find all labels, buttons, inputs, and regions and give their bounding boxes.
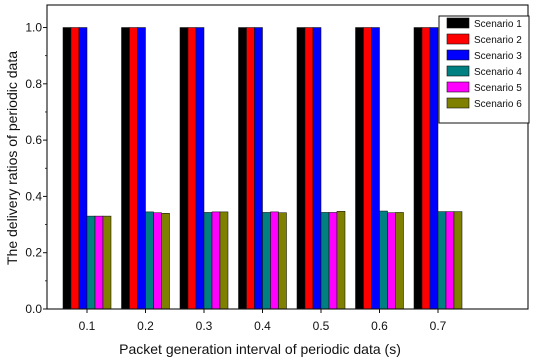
y-axis-label: The delivery ratios of periodic data [4,51,20,265]
legend-swatch-6 [446,97,470,109]
bars-layer [62,27,463,310]
bar-1-0.1 [62,27,72,310]
bar-2-0.3 [187,27,197,310]
axes-layer: 0.1 0.2 0.3 0.4 0.5 0.6 0.7 0.0 0.2 0.4 0.6 0.8 1.0 [25,4,529,333]
bar-3-0.2 [137,27,146,310]
legend-swatch-4 [446,65,470,77]
bar-1-0.5 [296,27,306,310]
legend-swatch-5 [446,81,470,93]
bar-5-0.4 [270,211,279,310]
bar-3-0.3 [195,27,205,310]
bar-5-0.1 [94,215,104,310]
bar-3-0.7 [429,27,439,310]
bar-3-0.4 [254,27,263,310]
bar-6-0.2 [161,213,170,310]
x-tick-label-0.7: 0.7 [430,319,447,333]
bar-6-0.3 [219,211,229,310]
bar-1-0.6 [355,27,364,310]
y-tick-label-0.4: 0.4 [25,189,42,203]
bar-5-0.3 [211,211,221,310]
bar-1-0.7 [413,27,423,310]
bar-4-0.1 [86,215,96,310]
y-tick-label-0.0: 0.0 [25,302,42,316]
bar-2-0.2 [129,27,138,310]
x-tick-label-0.5: 0.5 [313,319,330,333]
y-tick-label-0.6: 0.6 [25,133,42,147]
bar-6-0.5 [336,211,346,310]
legend: Scenario 1 Scenario 2 Scenario 3 Scenario 4… [438,15,530,124]
legend-label-2: Scenario 2 [474,35,522,46]
x-tick-label-0.6: 0.6 [371,319,388,333]
bar-2-0.5 [304,27,314,310]
bar-5-0.2 [153,212,162,310]
bar-4-0.5 [320,212,330,310]
legend-swatch-2 [446,33,470,45]
legend-label-6: Scenario 6 [474,99,522,110]
x-axis-label: Packet generation interval of periodic d… [119,341,401,357]
y-tick-label-0.8: 0.8 [25,77,42,91]
bar-6-0.4 [278,212,287,310]
bar-2-0.1 [70,27,80,310]
bar-6-0.6 [395,212,404,310]
bar-1-0.3 [179,27,189,310]
legend-swatch-3 [446,49,470,61]
legend-label-3: Scenario 3 [474,51,522,62]
bar-3-0.5 [312,27,322,310]
bar-2-0.7 [421,27,431,310]
bar-4-0.7 [437,211,447,310]
legend-label-4: Scenario 4 [474,67,522,78]
bar-6-0.7 [453,211,463,310]
legend-swatch-1 [446,17,470,29]
x-tick-label-0.4: 0.4 [254,319,271,333]
legend-label-1: Scenario 1 [474,19,522,30]
bar-1-0.2 [121,27,130,310]
bar-5-0.6 [387,212,396,310]
legend-label-5: Scenario 5 [474,83,522,94]
bar-2-0.6 [363,27,372,310]
x-tick-label-0.1: 0.1 [79,319,96,333]
bar-4-0.6 [379,210,388,310]
bar-4-0.3 [203,212,213,310]
bar-3-0.1 [78,27,88,310]
bar-3-0.6 [371,27,380,310]
bar-2-0.4 [246,27,255,310]
bar-5-0.7 [445,211,455,310]
plot-frame [46,4,529,310]
bar-6-0.1 [102,215,112,310]
x-tick-label-0.3: 0.3 [196,319,213,333]
bar-4-0.4 [262,212,271,310]
bar-5-0.5 [328,212,338,310]
bar-4-0.2 [145,211,154,310]
y-tick-label-1.0: 1.0 [25,21,42,35]
x-tick-label-0.2: 0.2 [137,319,154,333]
y-tick-label-0.2: 0.2 [25,246,42,260]
bar-1-0.4 [238,27,247,310]
